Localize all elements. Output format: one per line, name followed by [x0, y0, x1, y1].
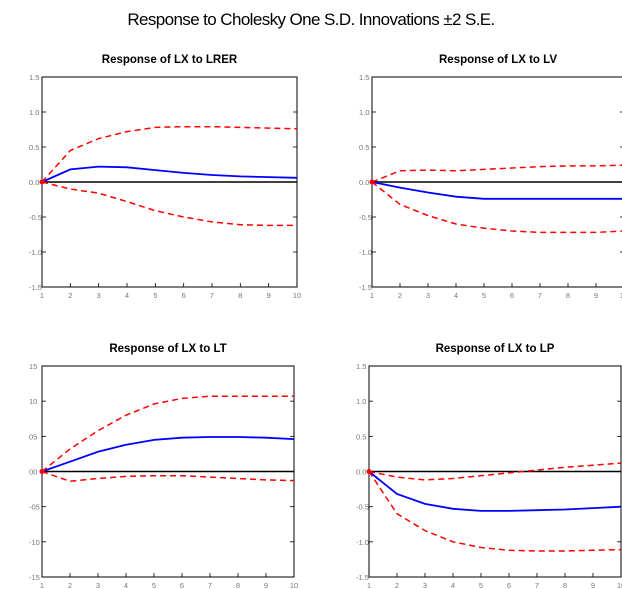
- panel-2-xtick-label: 9: [594, 291, 598, 300]
- panel-1-xtick-label: 2: [68, 291, 72, 300]
- panel-2-xtick-label: 3: [426, 291, 430, 300]
- panel-4-xtick-label: 5: [479, 581, 483, 589]
- panel-2-upper-line: [371, 164, 622, 183]
- panel-4-origin-point: [366, 469, 372, 474]
- panel-2-ytick-label: -1.0: [359, 248, 372, 257]
- panel-1-ytick-label: 0.5: [29, 143, 39, 152]
- panel-1-upper-line: [41, 125, 298, 183]
- panel-1-xtick-label: 6: [182, 291, 186, 300]
- panel-2-ytick-label: 0.0: [359, 178, 369, 187]
- panel-4-ytick-label: 1.0: [356, 397, 366, 406]
- panel-4-title: Response of LX to LP: [436, 343, 555, 355]
- panel-4-ytick-label: -1.5: [356, 573, 369, 582]
- panel-3-xtick-label: 8: [236, 581, 240, 589]
- panel-4-xtick-label: 7: [535, 581, 539, 589]
- panel-3-ytick-label: 10: [29, 397, 37, 406]
- panel-4-ytick-label: -0.5: [356, 503, 369, 512]
- panel-3-ytick-label: -15: [29, 573, 40, 582]
- panel-2-ytick-label: 1.0: [359, 108, 369, 117]
- panel-2-ytick-label: -0.5: [359, 213, 372, 222]
- panel-3-lower-line: [41, 470, 295, 483]
- panel-4-xtick-label: 8: [563, 581, 567, 589]
- panel-1-xtick-label: 7: [210, 291, 214, 300]
- figure-title: Response to Cholesky One S.D. Innovation…: [127, 10, 495, 29]
- panel-4-lower-line: [368, 471, 622, 552]
- panel-2-xtick-label: 7: [538, 291, 542, 300]
- panel-1-ytick-label: 0.0: [29, 178, 39, 187]
- panel-3-xtick-label: 10: [290, 581, 298, 589]
- panel-3-title: Response of LX to LT: [109, 343, 226, 355]
- panel-3-xtick-label: 4: [124, 581, 128, 589]
- panel-3-ytick-label: 00: [29, 468, 37, 477]
- panel-3-xtick-label: 5: [152, 581, 156, 589]
- panel-3-xtick-label: 3: [96, 581, 100, 589]
- panel-2-ytick-label: -1.5: [359, 283, 372, 292]
- panel-3-response-line: [41, 436, 295, 473]
- panel-1-xtick-label: 1: [40, 291, 44, 300]
- panel-3-upper-line: [41, 395, 294, 473]
- panel-4-ytick-label: 0.0: [356, 468, 366, 477]
- panel-2-lower-line: [371, 181, 622, 234]
- panel-3-ytick-label: 05: [29, 432, 37, 441]
- panel-1-ytick-label: -1.0: [29, 248, 42, 257]
- panel-1-xtick-label: 9: [267, 291, 271, 300]
- panel-3-xtick-label: 9: [264, 581, 268, 589]
- panel-1-xtick-label: 8: [238, 291, 242, 300]
- panel-2-xtick-label: 10: [620, 291, 622, 300]
- panel-3-xtick-label: 2: [68, 581, 72, 589]
- panel-3-ytick-label: -10: [29, 538, 40, 547]
- panel-3-xtick-label: 7: [208, 581, 212, 589]
- panel-1-title: Response of LX to LRER: [102, 54, 238, 66]
- panel-4-xtick-label: 2: [395, 581, 399, 589]
- panel-2-xtick-label: 1: [370, 291, 374, 300]
- panel-1-ytick-label: -1.5: [29, 283, 42, 292]
- panel-2-xtick-label: 4: [454, 291, 458, 300]
- panel-1-xtick-label: 3: [97, 291, 101, 300]
- panel-4-ytick-label: 1.5: [356, 362, 366, 371]
- panel-4-xtick-label: 10: [617, 581, 622, 589]
- panel-4-xtick-label: 3: [423, 581, 427, 589]
- panel-2-ytick-label: 1.5: [359, 73, 369, 82]
- panel-4-response-line: [368, 470, 622, 512]
- panel-2-xtick-label: 5: [482, 291, 486, 300]
- panel-3-ytick-label: 15: [29, 362, 37, 371]
- panel-4-xtick-label: 4: [451, 581, 455, 589]
- panel-4-ytick-label: 0.5: [356, 432, 366, 441]
- panel-2-title: Response of LX to LV: [439, 54, 557, 66]
- panel-1-ytick-label: -0.5: [29, 213, 42, 222]
- panel-4-xtick-label: 6: [507, 581, 511, 589]
- panel-4-ytick-label: -1.0: [356, 538, 369, 547]
- panel-4-upper-line: [368, 462, 622, 481]
- panel-2-ytick-label: 0.5: [359, 143, 369, 152]
- panel-4-xtick-label: 9: [591, 581, 595, 589]
- panel-1-lower-line: [41, 181, 297, 227]
- panel-3-origin-point: [39, 469, 45, 474]
- panel-2-xtick-label: 2: [398, 291, 402, 300]
- panel-2-response-line: [371, 181, 622, 200]
- panel-2-origin-point: [369, 179, 375, 185]
- panel-1-xtick-label: 5: [153, 291, 157, 300]
- panel-1-origin-point: [39, 179, 45, 185]
- panel-3-xtick-label: 6: [180, 581, 184, 589]
- panel-2-xtick-label: 8: [566, 291, 570, 300]
- panel-1-xtick-label: 4: [125, 291, 129, 300]
- panel-3-ytick-label: -05: [29, 503, 40, 512]
- panel-1-ytick-label: 1.5: [29, 73, 39, 82]
- panel-3-xtick-label: 1: [40, 581, 44, 589]
- panel-4-xtick-label: 1: [367, 581, 371, 589]
- panel-1-ytick-label: 1.0: [29, 108, 39, 117]
- panel-2-xtick-label: 6: [510, 291, 514, 300]
- panel-1-response-line: [41, 165, 298, 183]
- panel-1-xtick-label: 10: [293, 291, 301, 300]
